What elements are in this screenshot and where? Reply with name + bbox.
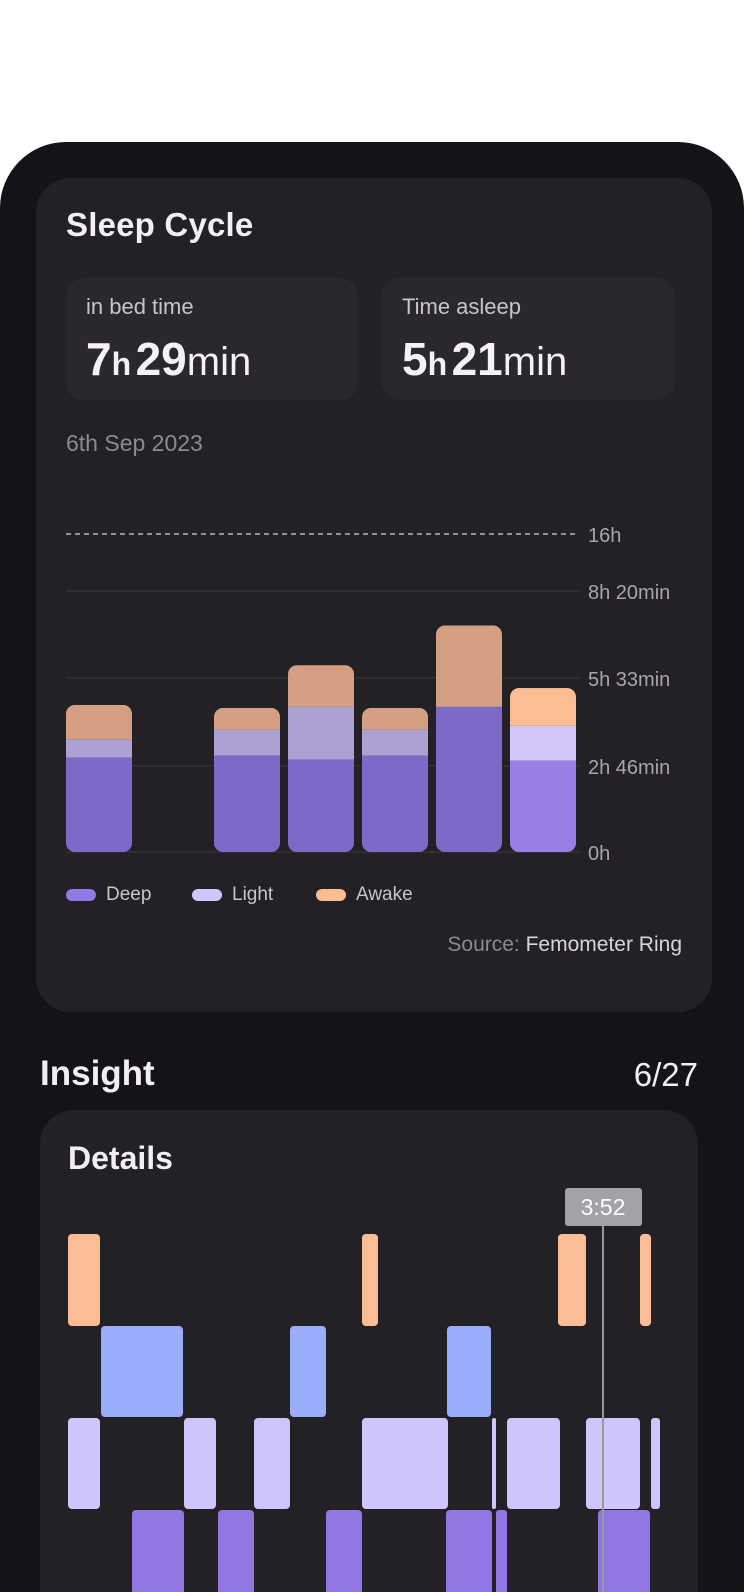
bar-awake-segment bbox=[510, 688, 576, 726]
legend-deep-swatch bbox=[66, 889, 96, 901]
y-tick-label: 8h 20min bbox=[588, 582, 670, 604]
chart-bar[interactable] bbox=[362, 707, 428, 852]
legend-light-swatch bbox=[192, 889, 222, 901]
hypno-awake-segment bbox=[362, 1234, 378, 1326]
bar-deep-segment bbox=[288, 759, 354, 852]
hypno-light-segment bbox=[68, 1418, 100, 1509]
hypno-awake-segment bbox=[68, 1234, 100, 1326]
card-title: Sleep Cycle bbox=[66, 206, 254, 243]
sleep-cycle-card: Sleep Cycle in bed time 7h 29min Time as… bbox=[36, 178, 712, 1012]
insight-heading: Insight bbox=[40, 1054, 155, 1093]
hypno-light-segment bbox=[651, 1418, 660, 1509]
chart-date: 6th Sep 2023 bbox=[66, 430, 203, 456]
hypno-light-segment bbox=[492, 1418, 496, 1509]
in-bed-h-unit: h bbox=[111, 346, 132, 382]
legend-deep: Deep bbox=[66, 884, 151, 906]
legend-awake-label: Awake bbox=[356, 884, 413, 905]
legend-deep-label: Deep bbox=[106, 884, 152, 905]
bar-awake-segment bbox=[362, 707, 428, 730]
time-asleep-label: Time asleep bbox=[402, 294, 522, 319]
sleep-stage-hypnogram[interactable]: 3:52 bbox=[40, 1110, 698, 1592]
y-tick-label: 0h bbox=[588, 843, 610, 865]
bar-awake-segment bbox=[288, 665, 354, 707]
hypno-light-segment bbox=[362, 1418, 448, 1509]
bar-awake-segment bbox=[66, 704, 132, 740]
source-label: Source: bbox=[447, 933, 520, 956]
details-card: 3:52 Details bbox=[40, 1110, 698, 1592]
in-bed-minutes: 29 bbox=[135, 333, 187, 385]
legend-light: Light bbox=[192, 884, 273, 906]
bar-light-segment bbox=[510, 725, 576, 761]
asleep-minutes: 21 bbox=[451, 333, 503, 385]
asleep-min-unit: min bbox=[502, 340, 568, 384]
hypno-awake-segment bbox=[558, 1234, 586, 1326]
time-cursor-tooltip bbox=[565, 1188, 642, 1226]
bar-light-segment bbox=[288, 706, 354, 760]
legend-awake-swatch bbox=[316, 889, 346, 901]
hypno-deep-segment bbox=[598, 1510, 650, 1592]
bar-deep-segment bbox=[436, 706, 502, 852]
source-device[interactable]: Femometer Ring bbox=[525, 933, 682, 956]
hypno-light-segment bbox=[184, 1418, 216, 1509]
hypno-rem-segment bbox=[290, 1326, 326, 1417]
hypno-deep-segment bbox=[218, 1510, 254, 1592]
chart-bar[interactable] bbox=[214, 707, 280, 852]
chart-bar[interactable] bbox=[66, 704, 132, 852]
hypno-rem-segment bbox=[101, 1326, 183, 1417]
legend-light-label: Light bbox=[232, 884, 274, 905]
bar-light-segment bbox=[66, 739, 132, 758]
bar-deep-segment bbox=[214, 755, 280, 852]
in-bed-time-tile: in bed time 7h 29min bbox=[66, 278, 358, 400]
legend-awake: Awake bbox=[316, 884, 413, 906]
hypno-rem-segment bbox=[447, 1326, 491, 1417]
hypno-light-segment bbox=[254, 1418, 290, 1509]
hypno-light-segment bbox=[507, 1418, 560, 1509]
bar-awake-segment bbox=[214, 707, 280, 730]
hypno-deep-segment bbox=[132, 1510, 184, 1592]
time-asleep-value: 5h 21min bbox=[402, 332, 567, 386]
y-tick-label: 16h bbox=[588, 525, 621, 547]
in-bed-min-unit: min bbox=[186, 340, 252, 384]
time-asleep-tile: Time asleep 5h 21min bbox=[382, 278, 674, 400]
bar-deep-segment bbox=[510, 760, 576, 852]
hypno-deep-segment bbox=[446, 1510, 492, 1592]
y-tick-label: 5h 33min bbox=[588, 669, 670, 691]
in-bed-time-value: 7h 29min bbox=[86, 332, 251, 386]
insight-counter: 6/27 bbox=[633, 1056, 698, 1093]
hypno-light-segment bbox=[586, 1418, 640, 1509]
bar-light-segment bbox=[214, 729, 280, 756]
asleep-h-unit: h bbox=[427, 346, 448, 382]
time-cursor-label: 3:52 bbox=[581, 1194, 626, 1220]
in-bed-time-label: in bed time bbox=[86, 294, 194, 319]
bar-light-segment bbox=[362, 729, 428, 756]
hypno-deep-segment bbox=[326, 1510, 362, 1592]
y-tick-label: 2h 46min bbox=[588, 757, 670, 779]
hypno-deep-segment bbox=[496, 1510, 507, 1592]
asleep-hours: 5 bbox=[402, 333, 428, 385]
in-bed-hours: 7 bbox=[86, 333, 112, 385]
bar-deep-segment bbox=[66, 757, 132, 852]
bar-deep-segment bbox=[362, 755, 428, 852]
bar-awake-segment bbox=[436, 625, 502, 707]
hypno-awake-segment bbox=[640, 1234, 651, 1326]
chart-bar[interactable] bbox=[510, 688, 576, 852]
data-source: Source: Femometer Ring bbox=[447, 933, 682, 957]
phone-frame: Sleep Cycle in bed time 7h 29min Time as… bbox=[0, 142, 744, 1592]
details-title: Details bbox=[68, 1140, 173, 1176]
chart-bar[interactable] bbox=[288, 665, 354, 852]
chart-bar[interactable] bbox=[436, 625, 502, 852]
